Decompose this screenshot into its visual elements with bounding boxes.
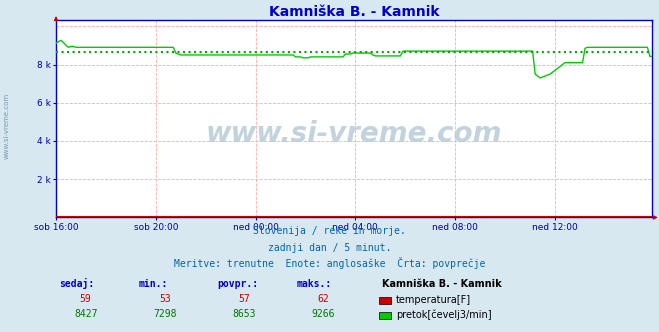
Text: www.si-vreme.com: www.si-vreme.com	[3, 93, 10, 159]
Text: 8653: 8653	[232, 309, 256, 319]
Text: 8427: 8427	[74, 309, 98, 319]
Text: Slovenija / reke in morje.: Slovenija / reke in morje.	[253, 226, 406, 236]
Text: 59: 59	[80, 294, 92, 304]
Text: pretok[čevelj3/min]: pretok[čevelj3/min]	[396, 310, 492, 320]
Text: temperatura[F]: temperatura[F]	[396, 295, 471, 305]
Text: www.si-vreme.com: www.si-vreme.com	[206, 121, 502, 148]
Text: 57: 57	[238, 294, 250, 304]
Text: povpr.:: povpr.:	[217, 279, 258, 289]
Text: min.:: min.:	[138, 279, 168, 289]
Text: Kamniška B. - Kamnik: Kamniška B. - Kamnik	[382, 279, 502, 289]
Title: Kamniška B. - Kamnik: Kamniška B. - Kamnik	[269, 5, 440, 19]
Text: 53: 53	[159, 294, 171, 304]
Text: sedaj:: sedaj:	[59, 278, 94, 289]
Text: 62: 62	[317, 294, 329, 304]
Text: Meritve: trenutne  Enote: anglosaške  Črta: povprečje: Meritve: trenutne Enote: anglosaške Črta…	[174, 257, 485, 269]
Text: zadnji dan / 5 minut.: zadnji dan / 5 minut.	[268, 243, 391, 253]
Text: 7298: 7298	[153, 309, 177, 319]
Text: 9266: 9266	[311, 309, 335, 319]
Text: maks.:: maks.:	[297, 279, 331, 289]
